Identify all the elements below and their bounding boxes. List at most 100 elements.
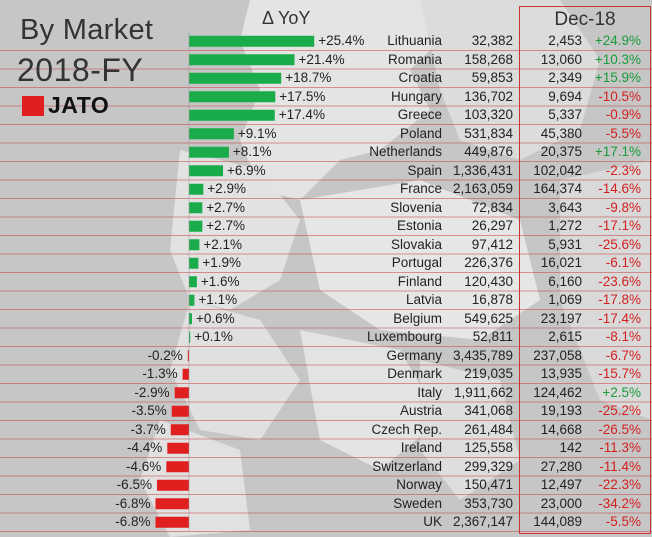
bar-spain — [189, 165, 224, 177]
bar-romania — [189, 54, 295, 66]
market-name: Slovenia — [390, 199, 442, 215]
bar-croatia — [189, 72, 282, 84]
dec-registrations: 1,069 — [548, 292, 582, 308]
dec-registrations: 2,349 — [548, 70, 582, 86]
market-name: Slovakia — [390, 236, 442, 252]
dec-registrations: 23,197 — [540, 310, 582, 326]
bar-hungary — [189, 91, 276, 103]
dec-yoy-change: -6.7% — [605, 347, 641, 363]
fy-registrations: 549,625 — [464, 310, 513, 326]
yoy-data-label: +25.4% — [318, 33, 365, 49]
yoy-data-label: +9.1% — [237, 125, 277, 141]
fy-registrations: 299,329 — [464, 458, 513, 474]
dec-yoy-change: -25.2% — [598, 403, 641, 419]
brand-logo-text: JATO — [48, 92, 110, 118]
dec-registrations: 124,462 — [533, 384, 582, 400]
bar-belgium — [189, 313, 192, 325]
bar-ireland — [167, 442, 189, 454]
dec-registrations: 102,042 — [533, 162, 582, 178]
yoy-data-label: +21.4% — [298, 51, 345, 67]
fy-registrations: 219,035 — [464, 366, 513, 382]
market-name: Estonia — [396, 218, 442, 234]
market-name: Greece — [397, 107, 442, 123]
fy-registrations: 150,471 — [464, 477, 513, 493]
market-name: Switzerland — [372, 458, 442, 474]
dec-registrations: 2,453 — [548, 33, 582, 49]
dec-yoy-change: -6.1% — [605, 255, 641, 271]
dec-registrations: 12,497 — [540, 477, 582, 493]
row-gridlines — [0, 50, 652, 532]
dec-registrations: 164,374 — [533, 181, 582, 197]
dec-18-column-header: Dec-18 — [554, 9, 616, 30]
market-name: Italy — [417, 384, 442, 400]
market-name: Hungary — [390, 88, 442, 104]
fy-registrations: 3,435,789 — [452, 347, 513, 363]
market-name: Lithuania — [387, 33, 442, 49]
fy-registrations: 226,376 — [464, 255, 513, 271]
brand-logo-mark — [22, 96, 44, 116]
yoy-data-label: +2.7% — [206, 199, 245, 215]
bar-netherlands — [189, 146, 229, 158]
dec-yoy-change: +15.9% — [594, 70, 641, 86]
market-name: Ireland — [400, 440, 442, 456]
fy-registrations: 449,876 — [464, 144, 513, 160]
market-name: UK — [423, 514, 442, 530]
dec-yoy-change: +10.3% — [594, 51, 641, 67]
market-name: Denmark — [387, 366, 442, 382]
yoy-data-label: +2.9% — [207, 181, 246, 197]
bar-finland — [189, 276, 197, 288]
yoy-data-label: -6.8% — [115, 514, 151, 530]
yoy-data-label: -3.5% — [131, 403, 167, 419]
dec-registrations: 237,058 — [533, 347, 582, 363]
dec-registrations: 23,000 — [540, 495, 582, 511]
yoy-data-label: -4.6% — [126, 458, 162, 474]
bar-poland — [189, 128, 234, 140]
bar-latvia — [189, 294, 195, 306]
bar-portugal — [189, 257, 199, 269]
bar-france — [189, 183, 204, 195]
dec-yoy-change: -25.6% — [598, 236, 641, 252]
fy-registrations: 341,068 — [464, 403, 513, 419]
dec-yoy-change: -11.3% — [599, 440, 641, 456]
dec-yoy-change: -8.1% — [605, 329, 641, 345]
dec-registrations: 13,935 — [540, 366, 582, 382]
dec-yoy-change: -15.7% — [598, 366, 641, 382]
fy-registrations: 353,730 — [464, 495, 513, 511]
yoy-data-label: +1.9% — [202, 255, 242, 271]
bar-slovenia — [189, 202, 203, 214]
yoy-data-label: -4.4% — [127, 440, 163, 456]
yoy-data-label: +2.7% — [206, 218, 245, 234]
fy-registrations: 120,430 — [464, 273, 513, 289]
dec-yoy-change: -23.6% — [598, 273, 641, 289]
yoy-data-label: +8.1% — [232, 144, 272, 160]
dec-registrations: 13,060 — [540, 51, 582, 67]
yoy-column-header: Δ YoY — [262, 8, 311, 28]
fy-registrations: 531,834 — [464, 125, 513, 141]
dec-yoy-change: -14.6% — [598, 181, 641, 197]
fy-registrations: 1,911,662 — [453, 384, 513, 400]
market-name: Finland — [397, 273, 442, 289]
yoy-data-label: -2.9% — [134, 384, 170, 400]
market-name: Germany — [386, 347, 442, 363]
market-name: Luxembourg — [366, 329, 442, 345]
fy-registrations: 1,336,431 — [452, 162, 513, 178]
dec-yoy-change: -26.5% — [598, 421, 641, 437]
dec-yoy-change: -17.4% — [598, 310, 641, 326]
bar-uk — [155, 516, 189, 528]
yoy-data-label: +17.5% — [279, 88, 326, 104]
dec-yoy-change: -22.3% — [598, 477, 641, 493]
fy-registrations: 72,834 — [471, 199, 513, 215]
dec-registrations: 6,160 — [548, 273, 582, 289]
fy-registrations: 26,297 — [471, 218, 513, 234]
fy-registrations: 103,320 — [464, 107, 513, 123]
dec-registrations: 45,380 — [540, 125, 582, 141]
dec-yoy-change: -5.5% — [605, 125, 641, 141]
fy-registrations: 136,702 — [464, 88, 513, 104]
dec-yoy-change: -11.4% — [599, 458, 641, 474]
market-name: France — [399, 181, 442, 197]
market-name: Belgium — [393, 310, 442, 326]
market-name: Sweden — [393, 495, 442, 511]
yoy-data-label: +1.1% — [198, 292, 238, 308]
yoy-data-label: +1.6% — [200, 273, 240, 289]
